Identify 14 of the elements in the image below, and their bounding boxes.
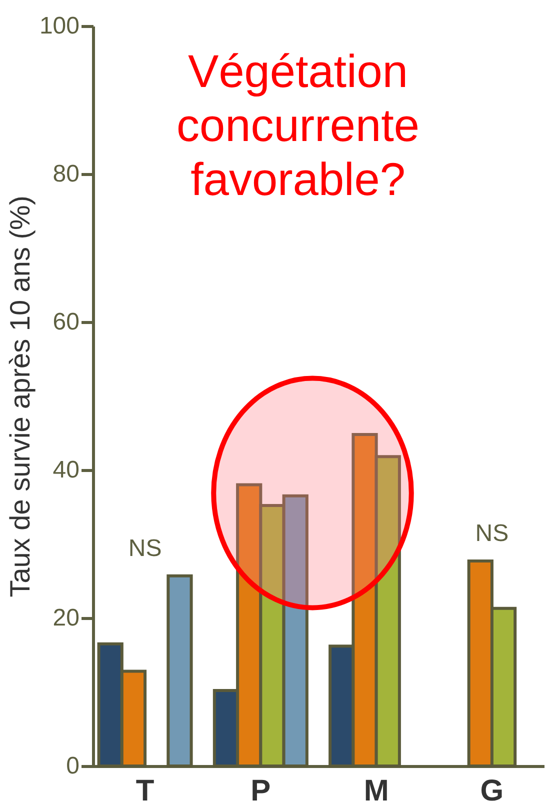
y-tick-label: 100 — [39, 12, 80, 40]
annotation: Végétation concurrente favorable? — [176, 45, 420, 205]
y-axis-title: Taux de survie après 10 ans (%) — [4, 196, 36, 598]
y-tick-label: 20 — [52, 604, 80, 632]
y-tick-label: 80 — [52, 160, 80, 188]
annotation: NS — [128, 535, 162, 562]
y-tick-label: 60 — [52, 308, 80, 336]
x-tick-label: G — [480, 774, 504, 808]
y-tick-label: 0 — [66, 752, 80, 780]
y-tick-label: 40 — [52, 456, 80, 484]
x-tick-label: M — [364, 774, 389, 808]
x-tick-label: T — [136, 774, 154, 808]
x-tick-label: P — [250, 774, 271, 808]
annotation: NS — [475, 520, 509, 548]
